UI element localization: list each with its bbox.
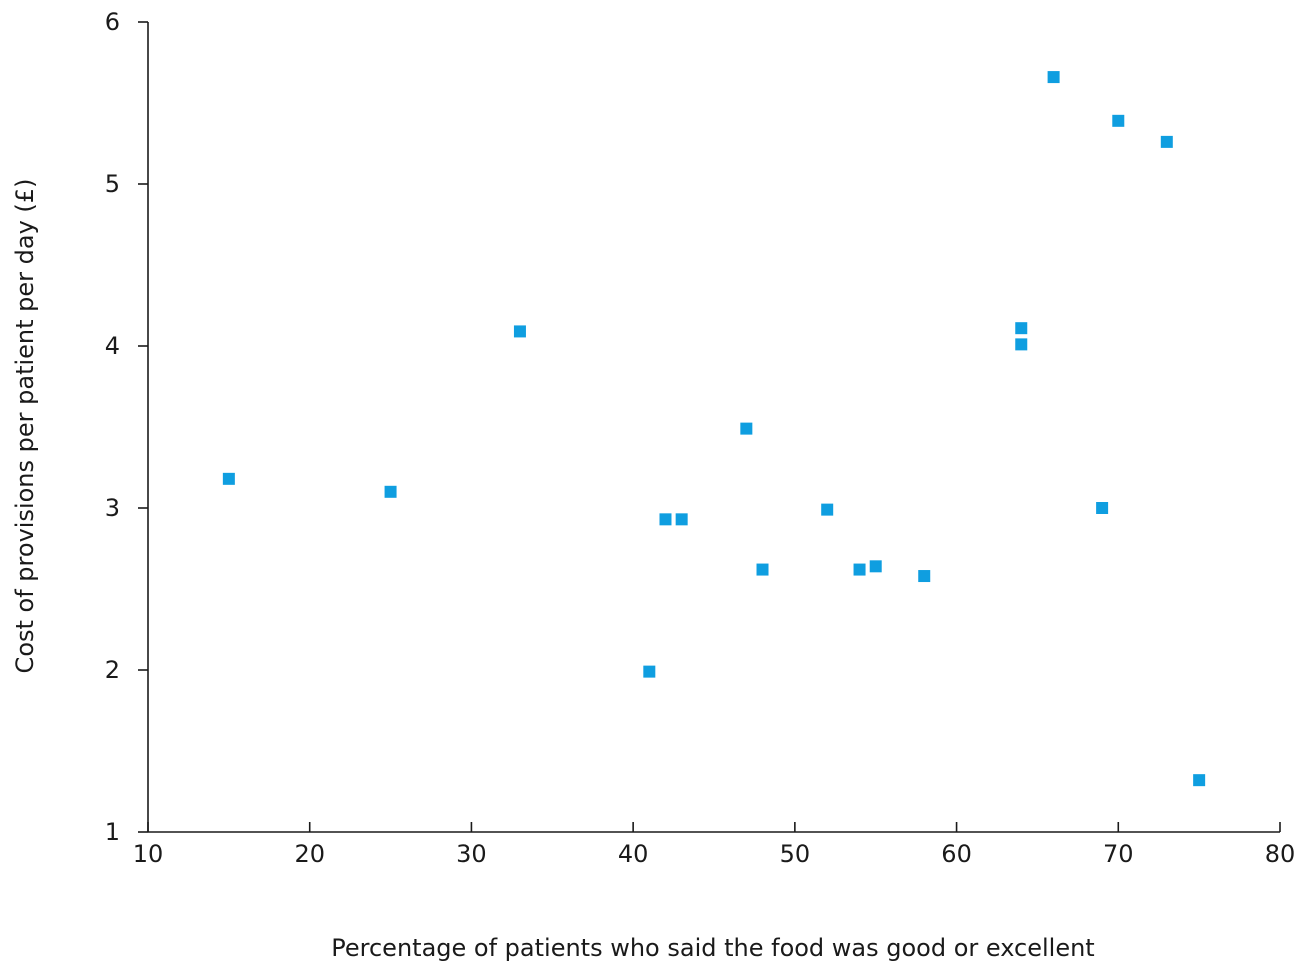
data-point: [1015, 338, 1028, 351]
data-point: [821, 503, 834, 516]
y-tick-label: 2: [105, 656, 120, 684]
x-tick-label: 30: [456, 840, 487, 868]
y-tick-label: 6: [105, 8, 120, 36]
x-tick-label: 40: [618, 840, 649, 868]
data-points: [222, 71, 1206, 787]
x-tick-label: 60: [941, 840, 972, 868]
data-point: [918, 570, 931, 583]
y-axis-title: Cost of provisions per patient per day (…: [11, 179, 39, 674]
x-tick-label: 50: [780, 840, 811, 868]
x-tick-label: 10: [133, 840, 164, 868]
y-tick-label: 1: [105, 818, 120, 846]
x-axis-title: Percentage of patients who said the food…: [331, 934, 1094, 962]
data-point: [643, 665, 656, 678]
data-point: [756, 563, 769, 576]
data-point: [1193, 774, 1206, 787]
y-axis-ticks: 1 2 3 4 5 6: [105, 8, 148, 846]
y-tick-label: 5: [105, 170, 120, 198]
data-point: [675, 513, 688, 526]
data-point: [513, 325, 526, 338]
data-point: [740, 422, 753, 435]
axes: [147, 22, 1280, 833]
x-tick-label: 20: [294, 840, 325, 868]
data-point: [1112, 114, 1125, 127]
data-point: [1047, 71, 1060, 84]
data-point: [853, 563, 866, 576]
data-point: [222, 472, 235, 485]
y-tick-label: 4: [105, 332, 120, 360]
data-point: [1160, 135, 1173, 148]
y-tick-label: 3: [105, 494, 120, 522]
x-axis-ticks: 10 20 30 40 50 60 70 80: [133, 822, 1296, 868]
x-tick-label: 80: [1265, 840, 1296, 868]
data-point: [1096, 502, 1109, 514]
data-point: [384, 485, 397, 498]
data-point: [659, 513, 672, 526]
data-point: [869, 560, 882, 573]
x-tick-label: 70: [1103, 840, 1134, 868]
data-point: [1015, 322, 1028, 335]
